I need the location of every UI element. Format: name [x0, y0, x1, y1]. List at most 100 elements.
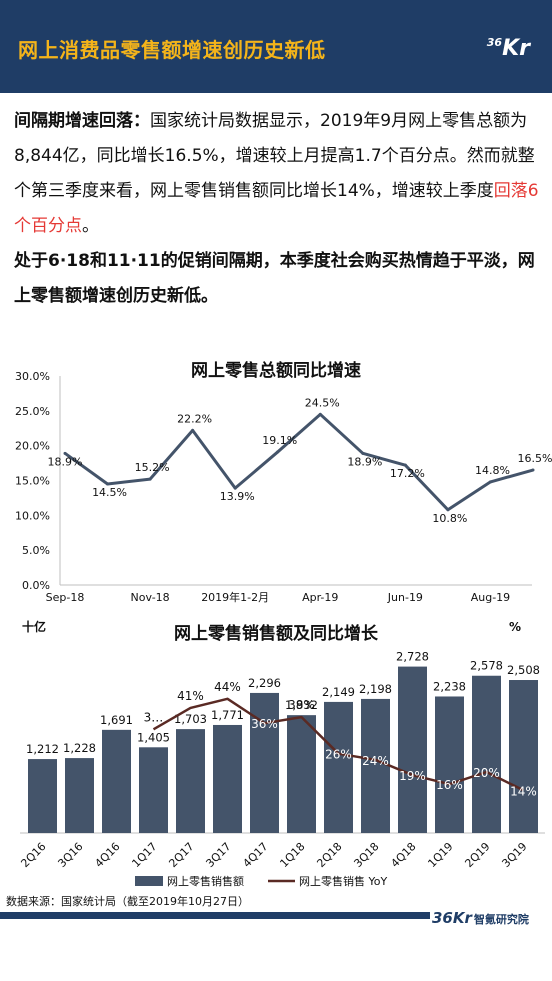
y-tick-label: 15.0%	[15, 475, 50, 488]
sales-bar	[361, 698, 390, 833]
growth-point	[488, 480, 492, 484]
x-tick-label: Aug-19	[471, 591, 510, 604]
sales-bar	[28, 759, 57, 833]
sales-value-label: 1,228	[63, 741, 96, 755]
yoy-value-label: 3…	[144, 710, 164, 724]
sales-bar	[472, 675, 501, 833]
sales-bar	[213, 724, 242, 833]
sales-bar	[250, 692, 279, 833]
summary-paragraph: 间隔期增速回落：国家统计局数据显示，2019年9月网上零售总额为8,844亿，同…	[14, 104, 540, 314]
growth-point	[191, 428, 195, 432]
sales-bar	[398, 666, 427, 833]
yoy-line	[152, 697, 525, 792]
sales-value-label: 2,238	[433, 679, 466, 693]
sales-value-label: 2,728	[396, 650, 429, 664]
sales-value-label: 2,149	[322, 685, 355, 699]
quarter-tick-label: 3Q18	[351, 840, 381, 870]
chart1-title: 网上零售总额同比增速	[191, 360, 361, 381]
growth-data-label: 24.5%	[305, 396, 340, 409]
legend-bar-label: 网上零售销售额	[167, 874, 244, 888]
x-tick-label: Apr-19	[302, 591, 338, 604]
growth-line-chart: 网上零售总额同比增速 0.0% 5.0% 10.0% 15.0% 20.0% 25.0% 3…	[15, 360, 552, 604]
footer-brand: 36Kr 智氪研究院	[432, 909, 529, 927]
quarter-tick-label: 2Q17	[166, 840, 196, 870]
legend-line-label: 网上零售销售 YoY	[299, 874, 387, 888]
x-tick-label: Jun-19	[387, 591, 423, 604]
sales-value-label: 2,198	[359, 682, 392, 696]
quarter-tick-label: 3Q17	[203, 840, 233, 870]
sales-value-label: 2,296	[248, 676, 281, 690]
x-tick-label: 2019年1-2月	[201, 590, 269, 604]
growth-point	[233, 486, 237, 490]
yoy-value-label: 38%	[288, 698, 315, 712]
growth-line	[64, 412, 534, 512]
growth-data-label: 18.9%	[347, 455, 382, 468]
sales-value-label: 2,578	[470, 659, 503, 673]
sales-bar	[176, 729, 205, 833]
footer-bar	[0, 912, 430, 919]
paragraph-body: 国家统计局数据显示，2019年9月网上零售总额为8,844亿，同比增长16.5%…	[14, 111, 535, 201]
quarter-tick-label: 2Q19	[462, 840, 492, 870]
growth-data-label: 14.8%	[475, 464, 510, 477]
x-tick-label: Sep-18	[46, 591, 85, 604]
sales-bar	[509, 680, 538, 833]
paragraph-highlight: 回落6个百分点	[14, 181, 539, 236]
sales-bar	[65, 758, 94, 833]
yoy-value-label: 16%	[436, 778, 463, 792]
growth-point	[318, 412, 322, 416]
brand-logo: 36Kr	[486, 36, 530, 61]
yoy-value-label: 41%	[177, 689, 204, 703]
data-source-note: 数据来源：国家统计局（截至2019年10月27日）	[6, 895, 249, 908]
sales-value-label: 1,212	[26, 742, 59, 756]
growth-data-label: 17.2%	[390, 467, 425, 480]
quarter-tick-label: 1Q17	[129, 840, 159, 870]
sales-bar	[102, 729, 131, 833]
sales-bar	[435, 696, 464, 833]
sales-bar	[324, 701, 353, 833]
yoy-value-label: 14%	[510, 784, 537, 798]
paragraph-bold-tail: 处于6·18和11·11的促销间隔期，本季度社会购买热情趋于平淡，网上零售额增速…	[14, 251, 535, 306]
quarter-tick-label: 4Q17	[240, 840, 270, 870]
y-tick-label: 20.0%	[15, 440, 50, 453]
x-tick-label: Nov-18	[131, 591, 170, 604]
sales-bar	[287, 715, 316, 833]
growth-data-label: 13.9%	[220, 490, 255, 503]
y-tick-label: 0.0%	[22, 579, 50, 592]
growth-point	[403, 463, 407, 467]
yoy-value-label: 44%	[214, 680, 241, 694]
y-tick-label: 10.0%	[15, 509, 50, 522]
y-tick-label: 25.0%	[15, 405, 50, 418]
paragraph-lead: 间隔期增速回落：	[14, 111, 150, 131]
paragraph-end: 。	[82, 216, 99, 236]
sales-value-label: 1,771	[211, 708, 244, 722]
growth-point	[106, 482, 110, 486]
chart2-title: 网上零售销售额及同比增长	[174, 623, 379, 644]
sales-value-label: 1,703	[174, 712, 207, 726]
sales-bar	[139, 747, 168, 833]
quarter-tick-label: 1Q19	[425, 840, 455, 870]
growth-data-label: 19.1%	[262, 434, 297, 447]
growth-point	[148, 477, 152, 481]
sales-value-label: 1,932	[285, 698, 318, 712]
quarter-tick-label: 1Q18	[277, 840, 307, 870]
growth-point	[446, 508, 450, 512]
quarter-tick-label: 2Q18	[314, 840, 344, 870]
chart2-left-unit: 十亿	[22, 619, 46, 634]
quarter-tick-label: 4Q16	[92, 840, 122, 870]
growth-data-label: 16.5%	[518, 452, 552, 465]
page-title: 网上消费品零售额增速创历史新低	[18, 38, 326, 62]
yoy-value-label: 36%	[251, 717, 278, 731]
quarter-tick-label: 2Q16	[18, 840, 48, 870]
y-tick-label: 5.0%	[22, 544, 50, 557]
sales-value-label: 2,508	[507, 663, 540, 677]
quarter-tick-label: 4Q18	[388, 840, 418, 870]
growth-point	[531, 468, 535, 472]
growth-data-label: 15.2%	[135, 461, 170, 474]
growth-data-label: 10.8%	[432, 512, 467, 525]
growth-data-label: 14.5%	[92, 486, 127, 499]
yoy-value-label: 24%	[362, 754, 389, 768]
yoy-value-label: 19%	[399, 769, 426, 783]
sales-value-label: 1,691	[100, 713, 133, 727]
legend-bar-swatch	[135, 876, 163, 886]
quarter-tick-label: 3Q16	[55, 840, 85, 870]
